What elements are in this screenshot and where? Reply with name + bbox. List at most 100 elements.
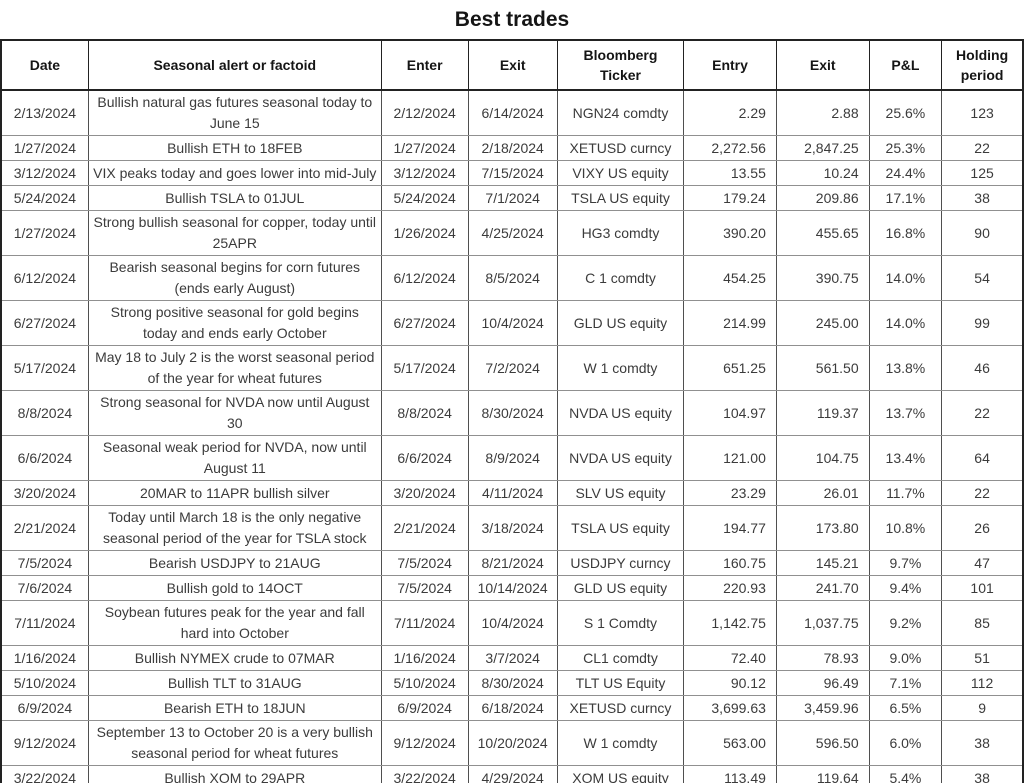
table-row: 3/20/2024 20MAR to 11APR bullish silver 3/… xyxy=(0,480,1024,506)
cell-entry-price: 90.12 xyxy=(683,670,777,696)
cell-bloomberg-ticker: XETUSD curncy xyxy=(556,695,685,721)
cell-exit-price: 390.75 xyxy=(775,255,870,301)
cell-exit-price: 96.49 xyxy=(775,670,870,696)
cell-alert: Strong positive seasonal for gold begins… xyxy=(87,300,382,346)
cell-exit-price: 596.50 xyxy=(775,720,870,766)
table-row: 1/16/2024 Bullish NYMEX crude to 07MAR 1/1… xyxy=(0,645,1024,671)
table-row: 5/24/2024 Bullish TSLA to 01JUL 5/24/2024 7… xyxy=(0,185,1024,211)
cell-date: 2/13/2024 xyxy=(0,89,89,136)
cell-exit-price: 241.70 xyxy=(775,575,870,601)
cell-exit-date: 7/2/2024 xyxy=(467,345,558,391)
alert-text: Bearish seasonal begins for corn futures… xyxy=(109,259,361,296)
cell-exit-date: 10/20/2024 xyxy=(467,720,558,766)
cell-entry-price: 651.25 xyxy=(683,345,777,391)
alert-text: Strong positive seasonal for gold begins… xyxy=(110,304,359,341)
cell-exit-date: 10/4/2024 xyxy=(467,600,558,646)
cell-exit-date: 8/30/2024 xyxy=(467,390,558,436)
cell-pnl: 14.0% xyxy=(868,300,943,346)
cell-enter-date: 5/17/2024 xyxy=(380,345,469,391)
cell-pnl: 13.4% xyxy=(868,435,943,481)
cell-entry-price: 214.99 xyxy=(683,300,777,346)
cell-exit-price: 104.75 xyxy=(775,435,870,481)
table-row: 1/27/2024 Strong bullish seasonal for cop… xyxy=(0,210,1024,256)
cell-enter-date: 1/26/2024 xyxy=(380,210,469,256)
best-trades-table: Date Seasonal alert or factoid Enter Exit Bl… xyxy=(0,39,1024,783)
cell-enter-date: 6/9/2024 xyxy=(380,695,469,721)
table-row: 3/12/2024 VIX peaks today and goes lower … xyxy=(0,160,1024,186)
alert-text: Bullish TLT to 31AUG xyxy=(167,674,302,691)
cell-holding-period: 112 xyxy=(941,670,1024,696)
cell-bloomberg-ticker: W 1 comdty xyxy=(556,345,685,391)
cell-exit-price: 209.86 xyxy=(775,185,870,211)
cell-bloomberg-ticker: NGN24 comdty xyxy=(556,89,685,136)
table-row: 6/6/2024 Seasonal weak period for NVDA, n… xyxy=(0,435,1024,481)
cell-date: 5/24/2024 xyxy=(0,185,89,211)
cell-enter-date: 3/20/2024 xyxy=(380,480,469,506)
column-header-exit-price: Exit xyxy=(775,39,870,91)
table-row: 7/6/2024 Bullish gold to 14OCT 7/5/2024 10/… xyxy=(0,575,1024,601)
cell-bloomberg-ticker: HG3 comdty xyxy=(556,210,685,256)
cell-alert: Bullish NYMEX crude to 07MAR xyxy=(87,645,382,671)
cell-enter-date: 2/12/2024 xyxy=(380,89,469,136)
cell-alert: Soybean futures peak for the year and fa… xyxy=(87,600,382,646)
cell-holding-period: 99 xyxy=(941,300,1024,346)
cell-exit-price: 1,037.75 xyxy=(775,600,870,646)
alert-text: Bullish ETH to 18FEB xyxy=(167,139,303,156)
cell-date: 6/27/2024 xyxy=(0,300,89,346)
cell-alert: Bearish USDJPY to 21AUG xyxy=(87,550,382,576)
cell-enter-date: 6/27/2024 xyxy=(380,300,469,346)
cell-entry-price: 2,272.56 xyxy=(683,135,777,161)
alert-text: Today until March 18 is the only negativ… xyxy=(102,509,367,546)
alert-text: September 13 to October 20 is a very bul… xyxy=(96,724,373,761)
cell-enter-date: 1/27/2024 xyxy=(380,135,469,161)
cell-holding-period: 46 xyxy=(941,345,1024,391)
cell-bloomberg-ticker: XOM US equity xyxy=(556,765,685,783)
cell-date: 1/16/2024 xyxy=(0,645,89,671)
cell-bloomberg-ticker: NVDA US equity xyxy=(556,435,685,481)
table-row: 1/27/2024 Bullish ETH to 18FEB 1/27/2024 2/… xyxy=(0,135,1024,161)
page-title: Best trades xyxy=(454,8,570,31)
alert-text: Bearish USDJPY to 21AUG xyxy=(148,554,321,571)
cell-holding-period: 22 xyxy=(941,480,1024,506)
cell-bloomberg-ticker: S 1 Comdty xyxy=(556,600,685,646)
cell-date: 5/10/2024 xyxy=(0,670,89,696)
alert-text: Bullish TSLA to 01JUL xyxy=(165,189,305,206)
cell-entry-price: 3,699.63 xyxy=(683,695,777,721)
column-header-exit-date: Exit xyxy=(467,39,558,91)
cell-bloomberg-ticker: XETUSD curncy xyxy=(556,135,685,161)
cell-pnl: 9.4% xyxy=(868,575,943,601)
cell-exit-price: 245.00 xyxy=(775,300,870,346)
alert-text: Seasonal weak period for NVDA, now until… xyxy=(102,439,367,476)
alert-text: Bullish NYMEX crude to 07MAR xyxy=(134,649,335,666)
cell-alert: Strong seasonal for NVDA now until Augus… xyxy=(87,390,382,436)
cell-pnl: 6.5% xyxy=(868,695,943,721)
cell-exit-price: 119.37 xyxy=(775,390,870,436)
cell-date: 3/22/2024 xyxy=(0,765,89,783)
cell-enter-date: 8/8/2024 xyxy=(380,390,469,436)
cell-alert: Bullish gold to 14OCT xyxy=(87,575,382,601)
alert-text: 20MAR to 11APR bullish silver xyxy=(139,484,330,501)
cell-date: 3/20/2024 xyxy=(0,480,89,506)
cell-entry-price: 2.29 xyxy=(683,89,777,136)
table-row: 6/12/2024 Bearish seasonal begins for cor… xyxy=(0,255,1024,301)
cell-exit-date: 7/15/2024 xyxy=(467,160,558,186)
table-header-row: Date Seasonal alert or factoid Enter Exit Bl… xyxy=(0,39,1024,91)
table-row: 6/27/2024 Strong positive seasonal for go… xyxy=(0,300,1024,346)
cell-entry-price: 13.55 xyxy=(683,160,777,186)
column-header-pnl: P&L xyxy=(868,39,943,91)
cell-enter-date: 5/24/2024 xyxy=(380,185,469,211)
cell-holding-period: 38 xyxy=(941,765,1024,783)
cell-pnl: 13.7% xyxy=(868,390,943,436)
cell-alert: Strong bullish seasonal for copper, toda… xyxy=(87,210,382,256)
cell-pnl: 9.7% xyxy=(868,550,943,576)
table-row: 7/5/2024 Bearish USDJPY to 21AUG 7/5/2024 8… xyxy=(0,550,1024,576)
cell-bloomberg-ticker: GLD US equity xyxy=(556,575,685,601)
cell-entry-price: 160.75 xyxy=(683,550,777,576)
cell-alert: VIX peaks today and goes lower into mid-… xyxy=(87,160,382,186)
column-header-date: Date xyxy=(0,39,89,91)
cell-enter-date: 2/21/2024 xyxy=(380,505,469,551)
cell-entry-price: 563.00 xyxy=(683,720,777,766)
cell-entry-price: 72.40 xyxy=(683,645,777,671)
cell-date: 7/6/2024 xyxy=(0,575,89,601)
cell-exit-date: 4/29/2024 xyxy=(467,765,558,783)
